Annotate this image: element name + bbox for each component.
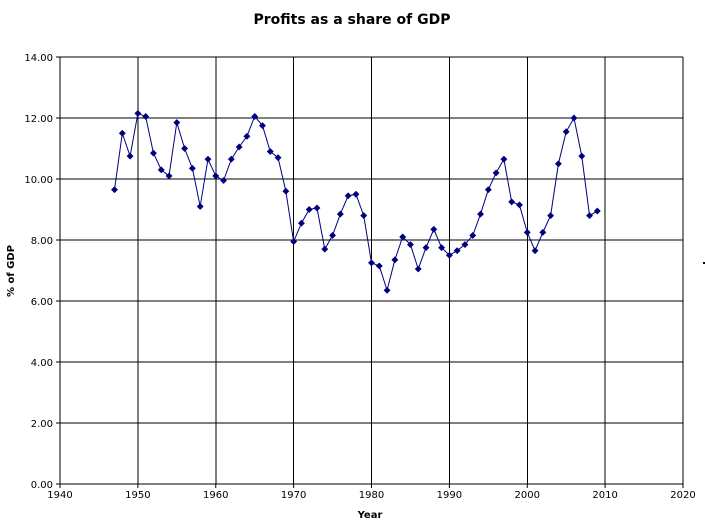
data-point-marker <box>461 241 469 249</box>
y-tick-label: 2.00 <box>31 419 53 430</box>
x-tick-label: 1960 <box>203 490 228 501</box>
data-point-marker <box>173 119 181 127</box>
data-point-marker <box>243 132 251 140</box>
data-point-marker <box>305 205 313 214</box>
data-point-marker <box>430 225 438 233</box>
data-point-marker <box>531 247 539 255</box>
data-point-marker <box>157 166 165 174</box>
data-point-marker <box>196 202 204 211</box>
data-point-marker <box>297 219 305 227</box>
series-line <box>114 112 598 293</box>
data-point-marker <box>445 251 453 259</box>
data-point-marker <box>290 237 298 246</box>
data-point-marker <box>336 210 344 218</box>
edge-marker <box>703 262 705 264</box>
data-point-marker <box>227 155 235 163</box>
data-point-marker <box>469 231 477 239</box>
data-point-marker <box>181 144 189 153</box>
data-point-marker <box>585 212 594 220</box>
data-point-marker <box>344 192 352 200</box>
x-tick-label: 2020 <box>670 490 695 501</box>
data-point-marker <box>149 149 158 157</box>
data-point-marker <box>554 160 562 168</box>
data-point-marker <box>508 198 516 206</box>
gridlines <box>56 56 684 488</box>
data-point-marker <box>570 114 578 122</box>
data-point-marker <box>142 112 150 121</box>
x-tick-label: 1990 <box>437 490 462 501</box>
data-point-marker <box>235 143 243 151</box>
data-point-marker <box>360 212 368 220</box>
x-tick-label: 2000 <box>515 490 540 501</box>
data-point-marker <box>453 247 461 255</box>
x-tick-label: 1970 <box>281 490 306 501</box>
data-point-marker <box>539 228 547 236</box>
y-tick-label: 14.00 <box>24 53 53 64</box>
data-point-marker <box>258 122 267 130</box>
data-point-marker <box>321 245 329 253</box>
data-point-marker <box>383 286 391 294</box>
x-tick-label: 1980 <box>359 490 384 501</box>
data-point-marker <box>547 212 555 220</box>
data-point-marker <box>251 112 259 121</box>
data-series <box>110 109 601 294</box>
y-tick-label: 0.00 <box>31 480 53 491</box>
data-point-marker <box>274 154 282 162</box>
data-point-marker <box>391 256 399 264</box>
data-point-marker <box>406 241 414 249</box>
data-point-marker <box>266 147 274 156</box>
data-point-marker <box>523 228 531 236</box>
data-point-marker <box>492 169 500 177</box>
data-point-marker <box>219 176 228 185</box>
x-axis-label: Year <box>357 510 383 521</box>
y-tick-label: 10.00 <box>24 175 53 186</box>
x-tick-label: 1940 <box>47 490 72 501</box>
y-axis-label: % of GDP <box>6 245 17 297</box>
data-point-marker <box>126 152 134 160</box>
chart-title: Profits as a share of GDP <box>253 12 450 28</box>
data-point-marker <box>204 155 212 163</box>
data-point-marker <box>414 265 422 273</box>
data-point-marker <box>438 244 446 252</box>
data-point-marker <box>188 164 196 172</box>
data-point-marker <box>118 129 126 137</box>
data-point-marker <box>329 231 337 239</box>
data-point-marker <box>212 172 220 180</box>
data-point-marker <box>399 233 407 241</box>
tick-labels: 0.00 2.00 4.00 6.00 8.00 10.00 12.00 14.00 1940 1… <box>24 53 695 501</box>
data-point-marker <box>134 109 142 117</box>
y-tick-label: 4.00 <box>31 358 53 369</box>
data-point-marker <box>593 207 601 215</box>
y-tick-label: 8.00 <box>31 236 53 247</box>
data-point-marker <box>352 190 360 198</box>
data-point-marker <box>367 259 376 267</box>
data-point-marker <box>500 155 508 163</box>
x-tick-label: 2010 <box>592 490 617 501</box>
y-tick-label: 6.00 <box>31 297 53 308</box>
x-tick-label: 1950 <box>125 490 150 501</box>
data-point-marker <box>165 172 173 180</box>
data-point-marker <box>484 186 492 194</box>
data-point-marker <box>562 128 570 136</box>
data-point-marker <box>282 187 290 195</box>
data-point-marker <box>313 204 321 212</box>
data-point-marker <box>515 201 524 209</box>
y-tick-label: 12.00 <box>24 114 53 125</box>
data-point-marker <box>578 152 586 160</box>
data-point-marker <box>476 210 485 218</box>
data-point-marker <box>422 244 430 252</box>
data-point-marker <box>110 186 119 194</box>
data-point-marker <box>375 262 383 270</box>
